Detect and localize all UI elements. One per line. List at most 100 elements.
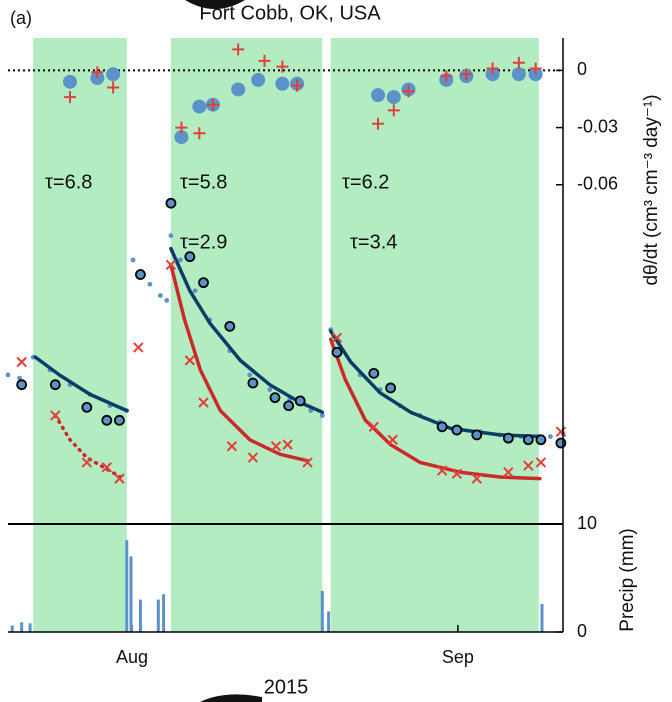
sample-circle <box>535 434 547 446</box>
model-cross <box>387 434 398 445</box>
y2-tick-label: -0.06 <box>577 174 618 194</box>
soil-moisture-dot <box>267 387 273 392</box>
sample-circle <box>555 437 567 449</box>
model-cross <box>302 457 313 468</box>
fit-curve <box>53 413 123 479</box>
tau-annotation: τ=6.8 <box>45 171 92 193</box>
model-plus <box>258 54 271 67</box>
tau-annotation: τ=6.2 <box>342 171 389 193</box>
sample-circle <box>436 421 448 433</box>
model-cross <box>247 452 259 463</box>
precip-bar <box>327 611 331 632</box>
rate-circle <box>63 74 78 89</box>
x-tick-label: Sep <box>442 647 474 667</box>
cropped-shape <box>200 694 262 702</box>
y2-tick-label: -0.03 <box>577 116 618 136</box>
x-tick-label: Aug <box>116 647 148 667</box>
model-plus <box>276 60 289 73</box>
drydown-span <box>33 524 127 632</box>
rate-circle <box>275 76 290 91</box>
precip-bar <box>156 599 160 632</box>
x-axis-label: 2015 <box>264 676 309 698</box>
background-layer <box>33 38 539 632</box>
precip-bar <box>138 599 142 632</box>
sample-circle <box>331 346 343 358</box>
model-cross <box>165 259 177 271</box>
precip-bar <box>320 590 324 632</box>
model-plus <box>440 70 453 83</box>
drydown-span <box>33 38 127 524</box>
sample-circle <box>294 395 306 407</box>
model-plus <box>91 66 104 79</box>
soil-moisture-dot <box>5 372 11 378</box>
precip-bar <box>162 594 166 632</box>
tau-annotation: τ=5.8 <box>180 171 227 193</box>
precip-axis-label: Precip (mm) <box>617 528 638 631</box>
model-plus <box>402 85 415 98</box>
precip-bar <box>125 540 129 632</box>
model-cross <box>451 468 463 479</box>
model-cross <box>555 426 567 437</box>
soil-moisture-dot <box>177 257 183 263</box>
soil-moisture-dot <box>147 281 153 287</box>
tau-annotation: τ=2.9 <box>180 231 227 253</box>
sample-circle <box>114 414 125 426</box>
tau-annotation: τ=3.4 <box>350 231 397 253</box>
model-cross <box>471 473 483 484</box>
panel-label: (a) <box>10 8 32 28</box>
model-cross <box>523 460 534 471</box>
model-plus <box>64 91 77 104</box>
soil-moisture-dot <box>164 298 170 303</box>
drydown-span <box>330 38 539 524</box>
model-cross <box>226 441 238 452</box>
rate-circle <box>192 99 207 114</box>
model-cross <box>436 465 448 476</box>
model-plus <box>372 117 384 130</box>
precip-bar <box>10 625 14 632</box>
cropped-shape <box>185 0 245 9</box>
marks-layer: 0 -0.03 -0.06 τ=6.8 τ=5.8 τ=2.9 τ=6.2 τ=3.4 0 10 A… <box>5 43 618 667</box>
rate-circle <box>371 88 385 103</box>
model-cross <box>270 441 282 452</box>
drydown-span <box>170 38 323 524</box>
rate-circle <box>386 90 401 105</box>
model-cross <box>503 466 514 478</box>
y-tick-label: 10 <box>577 513 597 533</box>
rate-circle <box>231 82 246 97</box>
sample-circle <box>502 432 514 444</box>
model-plus <box>232 43 245 56</box>
model-plus <box>206 98 219 111</box>
model-cross <box>133 342 144 353</box>
model-plus <box>460 68 473 81</box>
sample-circle <box>368 367 380 379</box>
precip-bar <box>540 603 544 632</box>
sample-circle <box>165 197 177 209</box>
drydown-span <box>170 524 323 632</box>
sample-circle <box>49 379 61 391</box>
model-plus <box>107 81 120 94</box>
sample-circle <box>198 277 209 289</box>
sample-circle <box>184 251 196 263</box>
model-cross <box>282 439 293 450</box>
y2-axis-label: dθ/dt (cm³ cm⁻³ day⁻¹) <box>641 94 662 285</box>
soil-moisture-dot <box>247 372 253 378</box>
rate-circle <box>174 130 189 145</box>
soil-moisture-dot <box>319 413 325 418</box>
rate-circle <box>511 67 526 82</box>
sample-circle <box>451 424 463 436</box>
sample-circle <box>135 269 146 280</box>
model-plus <box>175 121 188 134</box>
model-cross <box>198 397 209 408</box>
soil-moisture-dot <box>158 293 163 298</box>
soil-moisture-dot <box>547 434 553 439</box>
precip-bar <box>129 556 133 632</box>
sample-circle <box>269 392 281 404</box>
model-cross <box>184 355 196 366</box>
model-cross <box>535 457 547 468</box>
sample-circle <box>471 429 483 441</box>
sample-circle <box>522 434 534 446</box>
model-plus <box>486 62 499 75</box>
fit-curve <box>169 263 542 481</box>
